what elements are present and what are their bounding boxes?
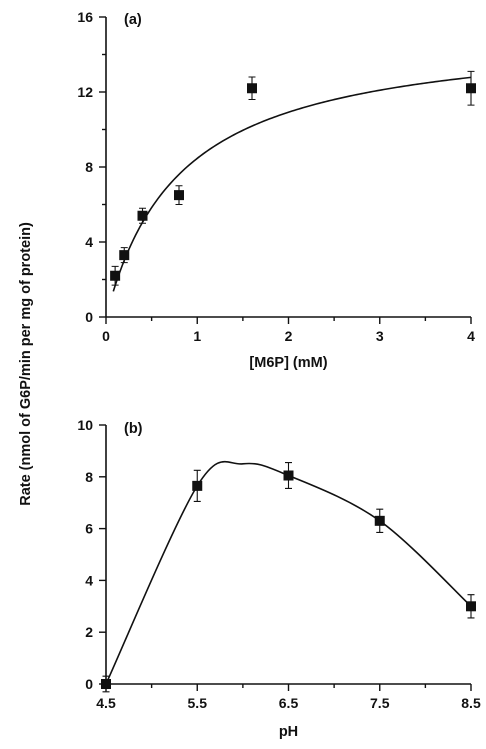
panel-b-y-tick-label: 2 [85,624,93,640]
panel-b-data-point [283,470,294,481]
panel-b-y-tick-label: 10 [77,417,93,433]
panel-b-y-tick-label: 8 [85,469,93,485]
panel-a-y-tick-label: 0 [85,309,93,325]
panel-b-y-tick-label: 0 [85,676,93,692]
panel-b: 4.5 5.5 6.5 7.5 8.5 0 2 4 6 8 10 pH (b) [77,417,481,740]
panel-a-data-point [174,190,184,201]
panel-a-y-tick-label: 16 [77,9,93,25]
shared-y-axis-label: Rate (nmol of G6P/min per mg of protein) [18,222,34,506]
panel-a-data-point [110,270,121,281]
panel-b-data-point [374,515,385,526]
panel-a-y-tick-label: 4 [85,234,93,250]
panel-b-x-tick-label: 4.5 [96,695,116,711]
panel-a-fit-curve [112,76,472,292]
panel-a-panel-label: (a) [124,12,142,28]
panel-b-y-tick-label: 4 [85,572,93,588]
panel-b-panel-label: (b) [124,421,143,437]
panel-a-y-tick-label: 8 [85,159,93,175]
panel-a-x-tick-label: 1 [193,328,201,344]
panel-b-data-point [101,679,111,689]
panel-a-x-tick-label: 2 [285,328,293,344]
panel-b-data-point [466,601,476,612]
panel-a-x-tick-label: 4 [467,328,475,344]
panel-a-x-axis-label: [M6P] (mM) [249,355,327,371]
panel-b-x-tick-label: 5.5 [188,695,208,711]
panel-a-data-point [247,83,257,94]
panel-a-y-tick-label: 12 [77,84,93,100]
panel-b-data-point [192,480,203,491]
panel-a-x-tick-label: 3 [376,328,384,344]
panel-b-fit-curve [105,460,472,685]
panel-b-x-tick-label: 8.5 [461,695,481,711]
panel-b-x-axis-label: pH [279,724,298,740]
panel-a-data-point [137,210,148,221]
panel-a-data-point [466,83,476,94]
panel-b-x-tick-label: 6.5 [279,695,299,711]
panel-a-x-tick-label: 0 [102,328,110,344]
panel-b-y-tick-label: 6 [85,521,93,537]
panel-b-x-tick-label: 7.5 [370,695,390,711]
panel-a-data-point [119,250,130,261]
